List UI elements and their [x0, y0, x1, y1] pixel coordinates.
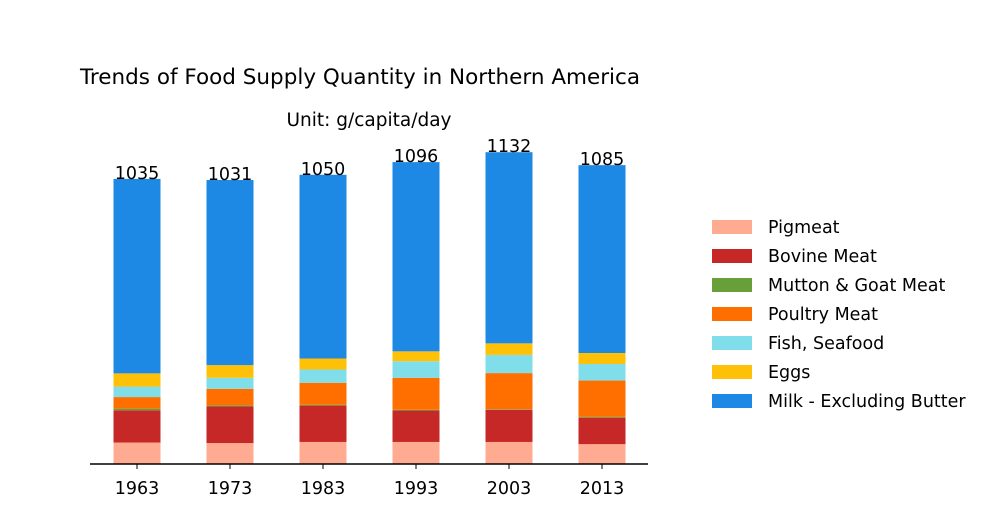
- bar-segment-2003-0: [485, 441, 533, 464]
- total-label-1983: 1050: [301, 160, 346, 180]
- total-label-1973: 1031: [208, 165, 253, 185]
- legend-swatch-5: [712, 365, 752, 379]
- bar-segment-2013-5: [578, 352, 626, 365]
- bar-segment-2003-5: [485, 343, 533, 355]
- bar-segment-1993-4: [392, 361, 440, 378]
- bar-segment-1993-1: [392, 410, 440, 442]
- legend-label-1: Bovine Meat: [768, 247, 877, 267]
- bar-segment-1993-6: [392, 162, 440, 352]
- legend-swatch-0: [712, 220, 752, 234]
- x-tick-labels-group: 1963 1973 1983 1993 2003 2013: [115, 464, 625, 499]
- bar-segment-1983-3: [299, 382, 347, 405]
- bar-segment-1973-0: [206, 443, 254, 464]
- bar-segment-1993-5: [392, 351, 440, 362]
- total-label-2013: 1085: [580, 150, 625, 170]
- total-label-1993: 1096: [394, 147, 439, 167]
- bar-segment-1963-3: [113, 397, 161, 409]
- legend-swatch-3: [712, 307, 752, 321]
- x-tick-label-2013: 2013: [580, 479, 625, 499]
- bar-segment-2013-2: [578, 416, 626, 418]
- chart-title: Trends of Food Supply Quantity in Northe…: [79, 65, 640, 90]
- chart-subtitle: Unit: g/capita/day: [287, 110, 452, 131]
- bar-segment-1963-1: [113, 410, 161, 443]
- bar-segment-2013-6: [578, 165, 626, 353]
- x-tick-label-2003: 2003: [487, 479, 532, 499]
- bar-segment-1963-5: [113, 373, 161, 387]
- bar-segment-2003-2: [485, 409, 533, 410]
- bar-segment-2013-3: [578, 380, 626, 417]
- legend-swatch-6: [712, 394, 752, 408]
- bar-segment-1983-2: [299, 404, 347, 406]
- legend-swatch-1: [712, 249, 752, 263]
- bar-segment-1963-4: [113, 386, 161, 398]
- x-tick-label-1983: 1983: [301, 479, 346, 499]
- total-label-1963: 1035: [115, 164, 160, 184]
- bar-segment-2003-4: [485, 354, 533, 374]
- bar-segment-1983-5: [299, 358, 347, 370]
- bar-segment-1973-1: [206, 406, 254, 444]
- bar-segment-1973-4: [206, 377, 254, 389]
- bar-segment-1993-2: [392, 409, 440, 411]
- bar-segment-1983-1: [299, 405, 347, 442]
- legend-label-6: Milk - Excluding Butter: [768, 392, 966, 412]
- legend: Pigmeat Bovine Meat Mutton & Goat Meat Poul…: [712, 218, 966, 412]
- bar-segment-1963-2: [113, 408, 161, 411]
- bar-segment-1993-0: [392, 441, 440, 464]
- legend-label-2: Mutton & Goat Meat: [768, 276, 945, 296]
- bar-segment-1973-3: [206, 388, 254, 406]
- bar-segment-2013-4: [578, 364, 626, 381]
- bar-segment-2003-1: [485, 409, 533, 442]
- legend-label-3: Poultry Meat: [768, 305, 878, 325]
- total-labels-group: 1035 1031 1050 1096 1132 1085: [115, 137, 625, 185]
- bars-group: [113, 152, 626, 464]
- legend-label-5: Eggs: [768, 363, 810, 383]
- x-tick-label-1973: 1973: [208, 479, 253, 499]
- bar-segment-1993-3: [392, 377, 440, 410]
- legend-label-4: Fish, Seafood: [768, 334, 884, 354]
- x-tick-label-1993: 1993: [394, 479, 439, 499]
- bar-segment-1983-0: [299, 441, 347, 464]
- bar-segment-1973-6: [206, 180, 254, 366]
- legend-label-0: Pigmeat: [768, 218, 840, 238]
- bar-segment-1983-6: [299, 174, 347, 359]
- legend-swatch-4: [712, 336, 752, 350]
- bar-segment-1963-0: [113, 442, 161, 464]
- bar-segment-2013-0: [578, 444, 626, 464]
- bar-segment-1973-2: [206, 405, 254, 407]
- bar-segment-1973-5: [206, 365, 254, 378]
- bar-segment-2003-6: [485, 152, 533, 344]
- bar-segment-2003-3: [485, 373, 533, 410]
- bar-segment-1963-6: [113, 178, 161, 374]
- bar-segment-2013-1: [578, 417, 626, 445]
- bar-segment-1983-4: [299, 369, 347, 383]
- x-tick-label-1963: 1963: [115, 479, 160, 499]
- legend-swatch-2: [712, 278, 752, 292]
- total-label-2003: 1132: [487, 137, 532, 157]
